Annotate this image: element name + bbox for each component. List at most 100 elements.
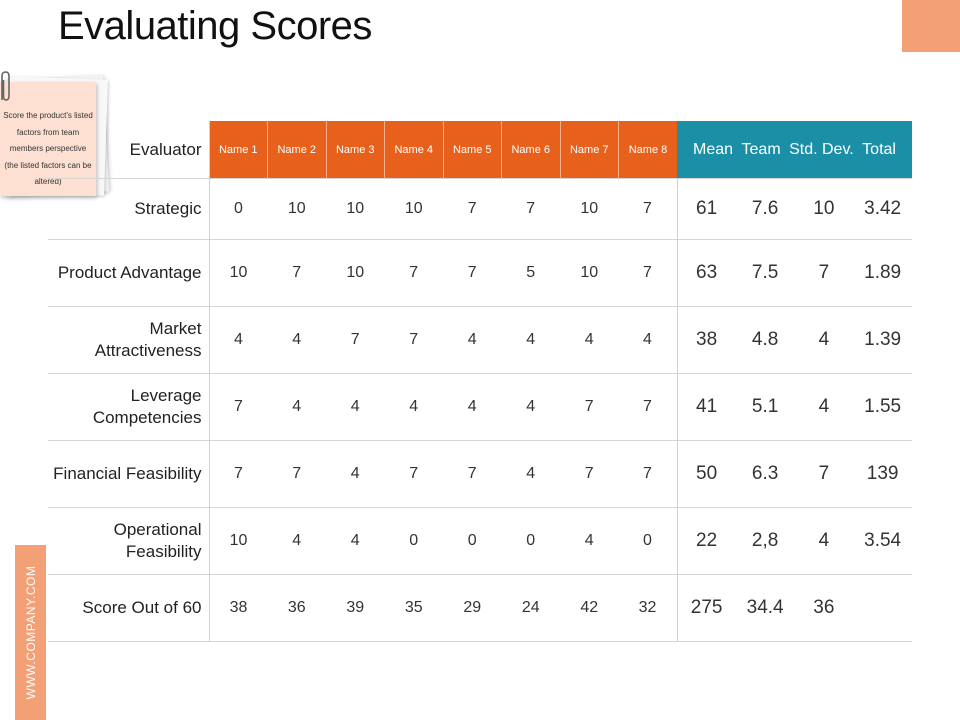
std-dev-cell: 10 <box>813 198 835 219</box>
score-cell: 35 <box>404 599 423 616</box>
score-cell: 32 <box>618 574 678 642</box>
total-cell: 3.54 <box>864 530 902 551</box>
score-cell: 4 <box>350 398 360 415</box>
score-cell: 7 <box>467 465 477 482</box>
corner-accent-block <box>902 0 960 52</box>
row-label: Market Attractiveness <box>48 306 210 374</box>
score-cell: 4 <box>618 306 678 374</box>
row-label: Operational Feasibility <box>48 507 210 575</box>
score-cell: 5 <box>526 264 536 281</box>
scores-table: Evaluator Name 1 Name 2 Name 3 Name 4 Na… <box>48 121 912 642</box>
score-cell: 4 <box>526 465 536 482</box>
name-header: Name 3 <box>326 121 385 179</box>
std-dev-cell: 4 <box>818 530 830 551</box>
team-cell: 6.3 <box>751 463 779 484</box>
table-row: Operational Feasibility 10 4 4 0 0 0 4 0 22 2,8 4 3.… <box>48 507 912 575</box>
header-row: Evaluator Name 1 Name 2 Name 3 Name 4 Na… <box>48 121 912 179</box>
table-row: Market Attractiveness 4 4 7 7 4 4 4 4 38 4.8 4 1.39 <box>48 306 912 374</box>
score-cell: 4 <box>526 331 536 348</box>
paperclip-icon <box>1 71 10 101</box>
score-cell: 7 <box>350 331 360 348</box>
std-dev-cell: 4 <box>818 396 830 417</box>
team-cell: 5.1 <box>751 396 779 417</box>
score-cell: 7 <box>584 398 594 415</box>
score-cell: 7 <box>234 398 243 415</box>
team-cell: 2,8 <box>751 530 779 551</box>
mean-cell: 61 <box>696 198 718 219</box>
score-cell: 42 <box>580 599 599 616</box>
score-cell: 36 <box>287 599 306 616</box>
score-cell: 29 <box>463 599 482 616</box>
std-dev-header: Std. Dev. <box>789 140 854 158</box>
score-cell: 4 <box>467 331 477 348</box>
score-cell: 7 <box>467 264 477 281</box>
total-cell <box>853 575 912 642</box>
mean-cell: 50 <box>696 463 718 484</box>
mean-cell: 22 <box>696 530 718 551</box>
row-label: Leverage Competencies <box>48 373 210 441</box>
score-cell: 10 <box>229 264 248 281</box>
score-cell: 4 <box>350 465 360 482</box>
score-cell: 7 <box>234 465 243 482</box>
score-cell: 4 <box>292 398 302 415</box>
score-cell: 10 <box>580 264 599 281</box>
table-row: Strategic 0 10 10 10 7 7 10 7 61 7.6 10 3.42 <box>48 178 912 240</box>
score-cell: 7 <box>584 465 594 482</box>
mean-cell: 275 <box>690 597 723 618</box>
score-cell: 4 <box>584 331 594 348</box>
score-cell: 24 <box>521 599 540 616</box>
score-cell: 4 <box>409 398 419 415</box>
score-cell: 0 <box>618 507 678 575</box>
score-cell: 10 <box>346 264 365 281</box>
score-cell: 4 <box>526 398 536 415</box>
table-row: Product Advantage 10 7 10 7 7 5 10 7 63 7.5 7 1.89 <box>48 239 912 307</box>
std-dev-cell: 4 <box>818 329 830 350</box>
name-header: Name 6 <box>501 121 561 179</box>
website-url: WWW.COMPANY.COM <box>23 565 38 700</box>
team-cell: 7.5 <box>751 262 779 283</box>
total-cell: 1.89 <box>864 262 902 283</box>
std-dev-cell: 7 <box>818 262 830 283</box>
score-cell: 7 <box>467 200 477 217</box>
score-cell: 7 <box>526 200 536 217</box>
website-sidebar: WWW.COMPANY.COM <box>15 545 46 720</box>
table-row: Score Out of 60 38 36 39 35 29 24 42 32 275 34.4 36 <box>48 574 912 642</box>
row-label: Product Advantage <box>48 239 210 307</box>
row-label: Score Out of 60 <box>48 574 210 642</box>
score-cell: 4 <box>467 398 477 415</box>
score-cell: 7 <box>292 264 302 281</box>
name-header: Name 1 <box>209 121 268 179</box>
score-cell: 39 <box>346 599 365 616</box>
score-cell: 10 <box>346 200 365 217</box>
score-cell: 0 <box>526 532 536 549</box>
total-cell: 1.55 <box>864 396 902 417</box>
score-cell: 4 <box>234 331 243 348</box>
page-title: Evaluating Scores <box>58 4 372 48</box>
name-header: Name 5 <box>443 121 502 179</box>
std-dev-cell: 7 <box>818 463 830 484</box>
team-cell: 34.4 <box>746 597 784 618</box>
team-cell: 7.6 <box>751 198 779 219</box>
score-cell: 38 <box>229 599 248 616</box>
total-cell: 1.39 <box>864 329 902 350</box>
score-cell: 7 <box>618 178 678 240</box>
row-label: Financial Feasibility <box>48 440 210 508</box>
score-cell: 7 <box>409 331 419 348</box>
score-cell: 7 <box>292 465 302 482</box>
score-cell: 10 <box>229 532 248 549</box>
score-cell: 0 <box>467 532 477 549</box>
table-row: Financial Feasibility 7 7 4 7 7 4 7 7 50 6.3 7 139 <box>48 440 912 508</box>
score-cell: 0 <box>409 532 419 549</box>
score-cell: 7 <box>618 440 678 508</box>
score-cell: 4 <box>584 532 594 549</box>
mean-cell: 63 <box>696 262 718 283</box>
score-cell: 10 <box>287 200 306 217</box>
team-header: Team <box>741 140 781 158</box>
scores-body: Strategic 0 10 10 10 7 7 10 7 61 7.6 10 3.42 Product … <box>48 178 912 642</box>
score-cell: 7 <box>409 465 419 482</box>
score-cell: 7 <box>618 373 678 441</box>
score-cell: 7 <box>409 264 419 281</box>
score-cell: 10 <box>580 200 599 217</box>
total-cell: 139 <box>866 463 899 484</box>
score-cell: 7 <box>618 239 678 307</box>
